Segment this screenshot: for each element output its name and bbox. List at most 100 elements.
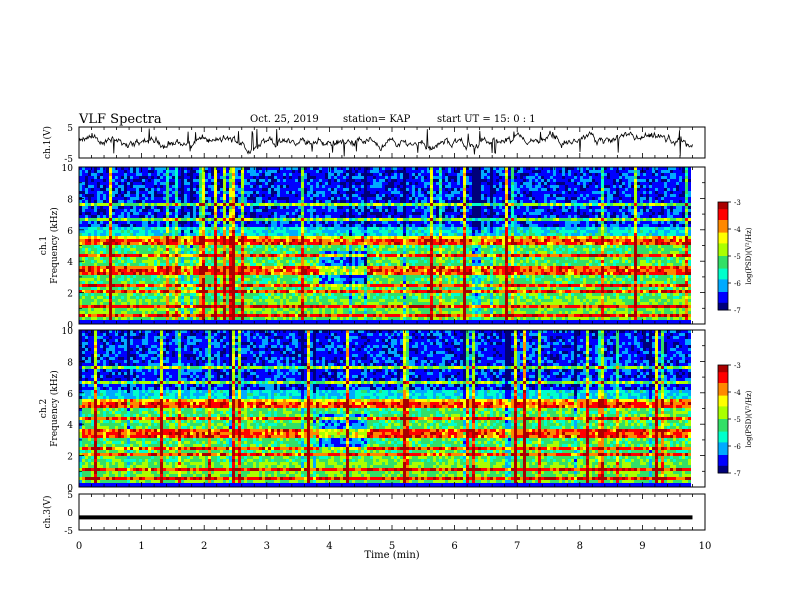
psd-cell: [424, 179, 427, 182]
psd-cell: [448, 221, 451, 224]
psd-cell: [274, 206, 277, 209]
psd-cell: [133, 212, 136, 215]
psd-cell: [397, 236, 400, 239]
psd-cell: [310, 218, 313, 221]
psd-cell: [199, 203, 202, 206]
psd-cell: [154, 227, 157, 230]
psd-cell: [451, 179, 454, 182]
psd-cell: [82, 188, 85, 191]
psd-cell: [352, 212, 355, 215]
psd-cell: [607, 203, 610, 206]
psd-cell: [688, 188, 691, 191]
psd-cell: [595, 209, 598, 212]
psd-cell: [169, 179, 172, 182]
psd-cell: [439, 215, 442, 218]
psd-cell: [184, 218, 187, 221]
psd-cell: [352, 182, 355, 185]
psd-cell: [295, 194, 298, 197]
psd-cell: [418, 191, 421, 194]
psd-cell: [400, 188, 403, 191]
psd-cell: [514, 194, 517, 197]
psd-cell: [679, 221, 682, 224]
psd-cell: [421, 209, 424, 212]
psd-cell: [376, 179, 379, 182]
psd-cell: [430, 233, 433, 236]
psd-cell: [334, 167, 337, 170]
psd-cell: [322, 173, 325, 176]
psd-cell: [268, 209, 271, 212]
psd-cell: [631, 218, 634, 221]
psd-cell: [424, 215, 427, 218]
psd-cell: [334, 233, 337, 236]
psd-cell: [100, 185, 103, 188]
psd-cell: [82, 200, 85, 203]
psd-cell: [226, 236, 229, 239]
psd-cell: [163, 233, 166, 236]
psd-cell: [307, 197, 310, 200]
psd-cell: [127, 191, 130, 194]
psd-cell: [550, 197, 553, 200]
psd-cell: [295, 185, 298, 188]
psd-cell: [340, 230, 343, 233]
psd-cell: [91, 167, 94, 170]
psd-cell: [334, 179, 337, 182]
psd-cell: [655, 173, 658, 176]
psd-cell: [247, 182, 250, 185]
psd-cell: [130, 230, 133, 233]
psd-cell: [625, 185, 628, 188]
psd-cell: [244, 170, 247, 173]
psd-cell: [142, 179, 145, 182]
psd-cell: [616, 176, 619, 179]
psd-cell: [616, 221, 619, 224]
psd-cell: [385, 173, 388, 176]
psd-cell: [127, 212, 130, 215]
psd-cell: [178, 194, 181, 197]
psd-cell: [274, 182, 277, 185]
psd-cell: [532, 179, 535, 182]
psd-cell: [556, 209, 559, 212]
psd-cell: [505, 230, 508, 233]
psd-cell: [256, 221, 259, 224]
psd-cell: [355, 182, 358, 185]
psd-cell: [310, 233, 313, 236]
psd-cell: [676, 191, 679, 194]
psd-cell: [640, 212, 643, 215]
psd-cell: [79, 185, 82, 188]
psd-cell: [184, 230, 187, 233]
psd-cell: [517, 176, 520, 179]
psd-cell: [103, 227, 106, 230]
psd-cell: [256, 236, 259, 239]
psd-cell: [169, 194, 172, 197]
psd-cell: [331, 170, 334, 173]
psd-cell: [388, 200, 391, 203]
psd-cell: [289, 215, 292, 218]
psd-cell: [103, 233, 106, 236]
psd-cell: [337, 203, 340, 206]
psd-cell: [562, 236, 565, 239]
psd-cell: [319, 227, 322, 230]
psd-cell: [148, 215, 151, 218]
psd-cell: [421, 203, 424, 206]
psd-cell: [205, 179, 208, 182]
psd-cell: [301, 233, 304, 236]
psd-cell: [448, 197, 451, 200]
psd-cell: [628, 185, 631, 188]
psd-cell: [502, 236, 505, 239]
psd-cell: [190, 224, 193, 227]
psd-cell: [289, 197, 292, 200]
psd-cell: [94, 218, 97, 221]
psd-cell: [160, 230, 163, 233]
psd-cell: [250, 236, 253, 239]
psd-cell: [535, 206, 538, 209]
psd-cell: [520, 212, 523, 215]
psd-cell: [322, 215, 325, 218]
psd-cell: [307, 230, 310, 233]
psd-cell: [391, 170, 394, 173]
psd-cell: [292, 212, 295, 215]
psd-cell: [109, 203, 112, 206]
psd-cell: [181, 191, 184, 194]
psd-cell: [91, 173, 94, 176]
psd-cell: [649, 206, 652, 209]
psd-cell: [538, 167, 541, 170]
psd-cell: [622, 230, 625, 233]
